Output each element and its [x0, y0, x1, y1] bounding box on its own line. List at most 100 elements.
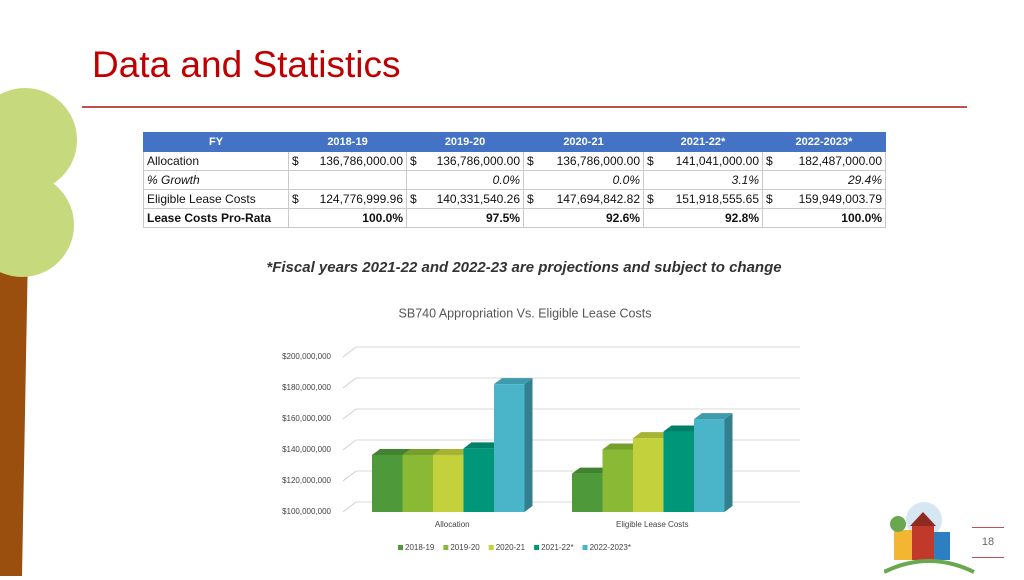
table-cell: 29.4%: [762, 170, 886, 190]
column-header: 2022-2023*: [762, 132, 886, 152]
table-cell: $136,786,000.00: [406, 151, 524, 171]
bar-top: [663, 425, 702, 432]
y-tick-label: $180,000,000: [282, 383, 331, 392]
currency: $: [292, 154, 299, 168]
bar-top: [572, 467, 611, 474]
bar-top: [463, 442, 502, 449]
currency: $: [292, 192, 299, 206]
table-row: % Growth 0.0% 0.0% 3.1% 29.4%: [143, 170, 886, 190]
y-tick-label: $140,000,000: [282, 445, 331, 454]
grid-line: [342, 501, 357, 513]
bar-side: [524, 378, 533, 512]
bar-top: [402, 448, 441, 455]
legend-label: 2019-20: [450, 543, 480, 552]
data-table: FY 2018-19 2019-20 2020-21 2021-22* 2022-2023…: [143, 132, 886, 228]
money: $136,786,000.00: [527, 154, 640, 168]
money: $136,786,000.00: [292, 154, 403, 168]
tree-decoration: [0, 88, 77, 576]
grid-line: [342, 470, 357, 482]
amount: 136,786,000.00: [319, 154, 403, 168]
footnote: *Fiscal years 2021-22 and 2022-23 are pr…: [266, 259, 782, 276]
table-cell: $151,918,555.65: [643, 189, 763, 209]
table-cell: $124,776,999.96: [288, 189, 407, 209]
header-row: FY 2018-19 2019-20 2020-21 2021-22* 2022-2023…: [143, 132, 886, 152]
y-tick-label: $100,000,000: [282, 507, 331, 516]
amount: 182,487,000.00: [798, 154, 882, 168]
bar: [463, 448, 494, 512]
bar-top: [372, 448, 411, 455]
bar: [602, 449, 633, 512]
amount: 147,694,842.82: [556, 192, 640, 206]
table-cell: 97.5%: [406, 208, 524, 228]
bar-top: [494, 378, 533, 385]
y-tick-label: $200,000,000: [282, 352, 331, 361]
money: $151,918,555.65: [647, 192, 759, 206]
money: $141,041,000.00: [647, 154, 759, 168]
bar: [402, 454, 433, 512]
x-tick-label: Eligible Lease Costs: [616, 520, 688, 529]
amount: 136,786,000.00: [436, 154, 520, 168]
bar: [494, 384, 525, 512]
legend-label: 2022-2023*: [590, 543, 631, 552]
currency: $: [527, 192, 534, 206]
x-tick-label: Allocation: [435, 520, 470, 529]
legend-swatch: [582, 545, 588, 550]
bar-top: [633, 432, 672, 439]
bar-top: [694, 413, 733, 420]
currency: $: [766, 192, 773, 206]
amount: 140,331,540.26: [436, 192, 520, 206]
money: $147,694,842.82: [527, 192, 640, 206]
amount: 136,786,000.00: [556, 154, 640, 168]
legend-swatch: [443, 545, 449, 550]
amount: 151,918,555.65: [675, 192, 759, 206]
legend-label: 2021-22*: [541, 543, 573, 552]
chart-title: SB740 Appropriation Vs. Eligible Lease C…: [399, 306, 652, 320]
amount: 141,041,000.00: [675, 154, 759, 168]
bar: [663, 431, 694, 512]
y-tick-label: $120,000,000: [282, 476, 331, 485]
grid-line: [342, 377, 357, 389]
legend-swatch: [534, 545, 540, 550]
amount: 124,776,999.96: [319, 192, 403, 206]
money: $136,786,000.00: [410, 154, 520, 168]
table-cell: 100.0%: [762, 208, 886, 228]
currency: $: [527, 154, 534, 168]
table-cell: $136,786,000.00: [288, 151, 407, 171]
title-rule: [82, 106, 967, 108]
table-cell: $140,331,540.26: [406, 189, 524, 209]
bar: [372, 454, 403, 512]
slide-title: Data and Statistics: [92, 44, 401, 85]
logo: [884, 502, 975, 574]
grid-line: [342, 408, 357, 420]
bar: [572, 473, 603, 512]
table-row: Allocation $136,786,000.00 $136,786,000.00…: [143, 151, 886, 171]
column-header: 2020-21: [523, 132, 644, 152]
legend-swatch: [398, 545, 403, 550]
grid-line: [342, 346, 357, 358]
bar-top: [602, 443, 641, 450]
legend-label: 2020-21: [496, 543, 526, 552]
legend-swatch: [488, 545, 494, 550]
currency: $: [647, 192, 654, 206]
money: $124,776,999.96: [292, 192, 403, 206]
currency: $: [410, 192, 417, 206]
grid-line: [342, 439, 357, 451]
bar: [633, 438, 664, 512]
column-header: FY: [143, 132, 289, 152]
table-row: Lease Costs Pro-Rata 100.0% 97.5% 92.6% 92.8…: [143, 208, 886, 228]
currency: $: [647, 154, 654, 168]
money: $159,949,003.79: [766, 192, 882, 206]
bar-top: [433, 448, 472, 455]
column-header: 2021-22*: [643, 132, 763, 152]
table-cell: Allocation: [143, 151, 289, 171]
bar: [433, 454, 464, 512]
legend-label: 2018-19: [405, 543, 435, 552]
amount: 159,949,003.79: [798, 192, 882, 206]
currency: $: [410, 154, 417, 168]
money: $182,487,000.00: [766, 154, 882, 168]
money: $140,331,540.26: [410, 192, 520, 206]
currency: $: [766, 154, 773, 168]
column-header: 2018-19: [288, 132, 407, 152]
